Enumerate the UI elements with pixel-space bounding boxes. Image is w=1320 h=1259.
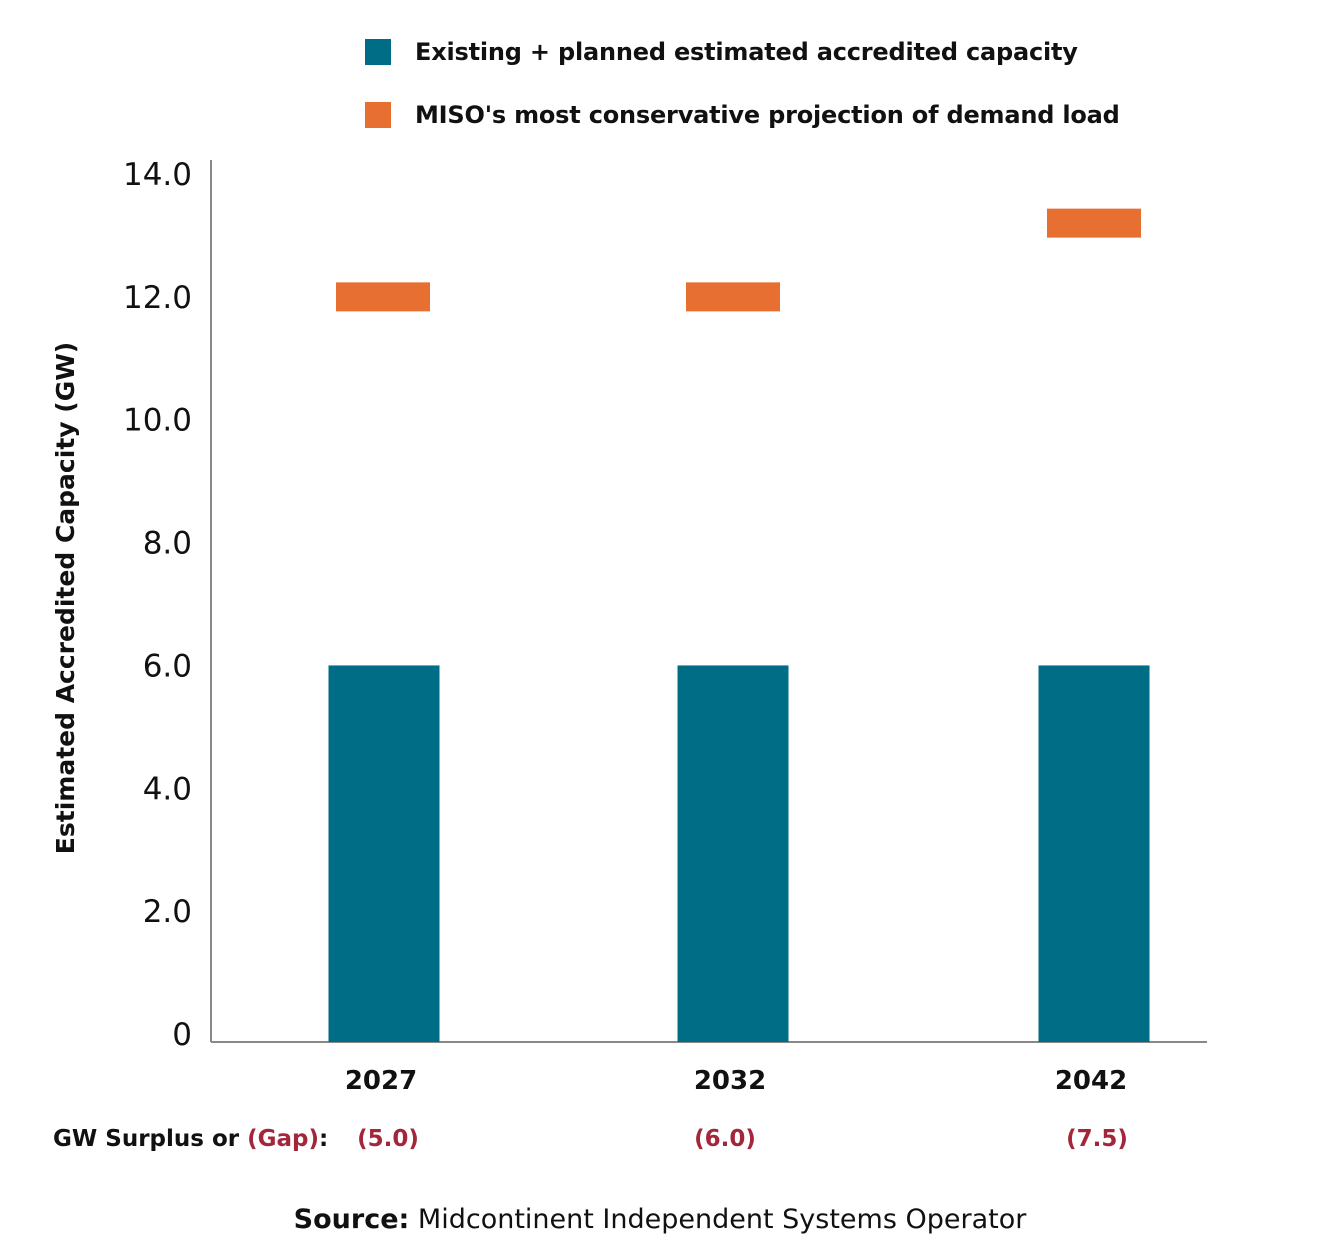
legend-swatch-demand: [365, 101, 391, 128]
y-tick-labels: 0 2.0 4.0 6.0 8.0 10.0 12.0 14.0: [123, 157, 192, 1053]
demand-marker-2042: [1047, 208, 1141, 238]
legend-item-demand: MISO's most conservative projection of d…: [365, 83, 1120, 146]
demand-marker-2027: [336, 282, 430, 312]
demand-marker-2032: [686, 282, 780, 312]
y-tick-label: 12.0: [123, 280, 192, 316]
source-note: Source: Midcontinent Independent Systems…: [0, 1204, 1320, 1235]
y-tick-label: 6.0: [143, 648, 192, 684]
gap-row-title: GW Surplus or (Gap):: [53, 1126, 328, 1152]
y-tick-label: 0: [172, 1017, 192, 1053]
y-tick-label: 8.0: [143, 526, 192, 562]
x-tick-label-2042: 2042: [1055, 1066, 1127, 1096]
chart-canvas: 0 2.0 4.0 6.0 8.0 10.0 12.0 14.0 2027 2032 2042 E…: [51, 157, 1207, 1152]
markers-group: [336, 208, 1141, 312]
x-tick-label-2032: 2032: [694, 1066, 766, 1096]
gap-value-2032: (6.0): [694, 1126, 756, 1152]
bars-group: [328, 665, 1150, 1042]
bar-2027: [328, 665, 440, 1042]
y-tick-label: 4.0: [143, 771, 192, 807]
y-tick-label: 10.0: [123, 403, 192, 439]
source-label: Source:: [293, 1204, 410, 1235]
y-axis-label: Estimated Accredited Capacity (GW): [51, 342, 80, 854]
legend-label-capacity: Existing + planned estimated accredited …: [415, 37, 1078, 66]
legend-item-capacity: Existing + planned estimated accredited …: [365, 20, 1120, 83]
y-tick-label: 2.0: [143, 894, 192, 930]
gap-row-title-suffix: :: [319, 1126, 328, 1152]
gap-value-2027: (5.0): [357, 1126, 419, 1152]
source-text: Midcontinent Independent Systems Operato…: [409, 1204, 1027, 1235]
bar-2042: [1038, 665, 1150, 1042]
bar-2032: [677, 665, 789, 1042]
gap-value-2042: (7.5): [1066, 1126, 1128, 1152]
gap-row-title-text: GW Surplus or: [53, 1126, 247, 1152]
x-category-labels: 2027 2032 2042: [345, 1066, 1127, 1096]
legend-swatch-capacity: [365, 38, 391, 65]
legend-label-demand: MISO's most conservative projection of d…: [415, 100, 1120, 129]
x-tick-label-2027: 2027: [345, 1066, 417, 1096]
gap-values: (5.0) (6.0) (7.5): [357, 1126, 1128, 1152]
gap-row-title-highlight: (Gap): [247, 1126, 319, 1152]
y-tick-label: 14.0: [123, 157, 192, 193]
legend: Existing + planned estimated accredited …: [365, 20, 1120, 146]
